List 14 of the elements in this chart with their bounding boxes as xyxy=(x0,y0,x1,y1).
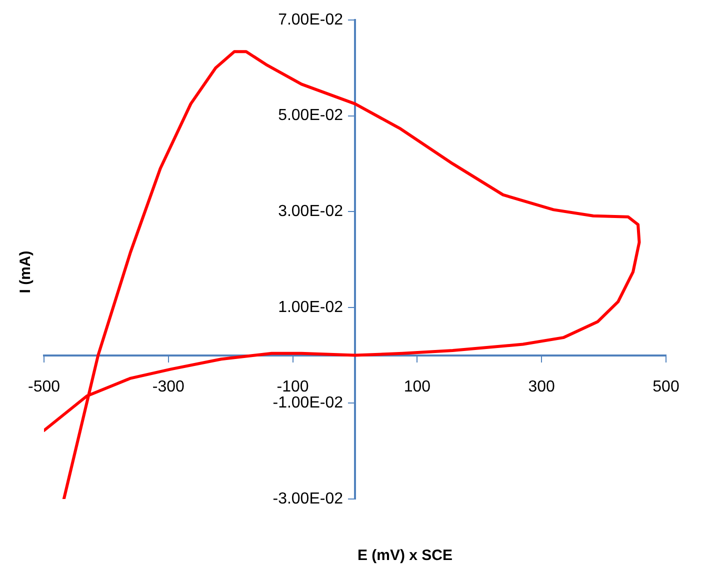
y-tick-label: -3.00E-02 xyxy=(272,490,344,508)
x-tick-label: 300 xyxy=(528,378,556,396)
x-tick-label: 100 xyxy=(404,378,431,396)
y-tick-label: 1.00E-02 xyxy=(278,298,344,316)
y-tick-label: 5.00E-02 xyxy=(278,107,344,124)
y-tick-label: 7.00E-02 xyxy=(278,11,344,28)
x-tick-label: -500 xyxy=(28,378,60,396)
x-tick-label: 500 xyxy=(652,378,680,396)
y-tick-label: -1.00E-02 xyxy=(272,394,344,412)
x-tick-label: -100 xyxy=(276,378,309,396)
y-axis-title: I (mA) xyxy=(17,250,34,294)
x-tick-label: -300 xyxy=(152,378,185,396)
y-tick-label: 3.00E-02 xyxy=(278,203,344,220)
x-axis-title: E (mV) x SCE xyxy=(357,547,453,564)
